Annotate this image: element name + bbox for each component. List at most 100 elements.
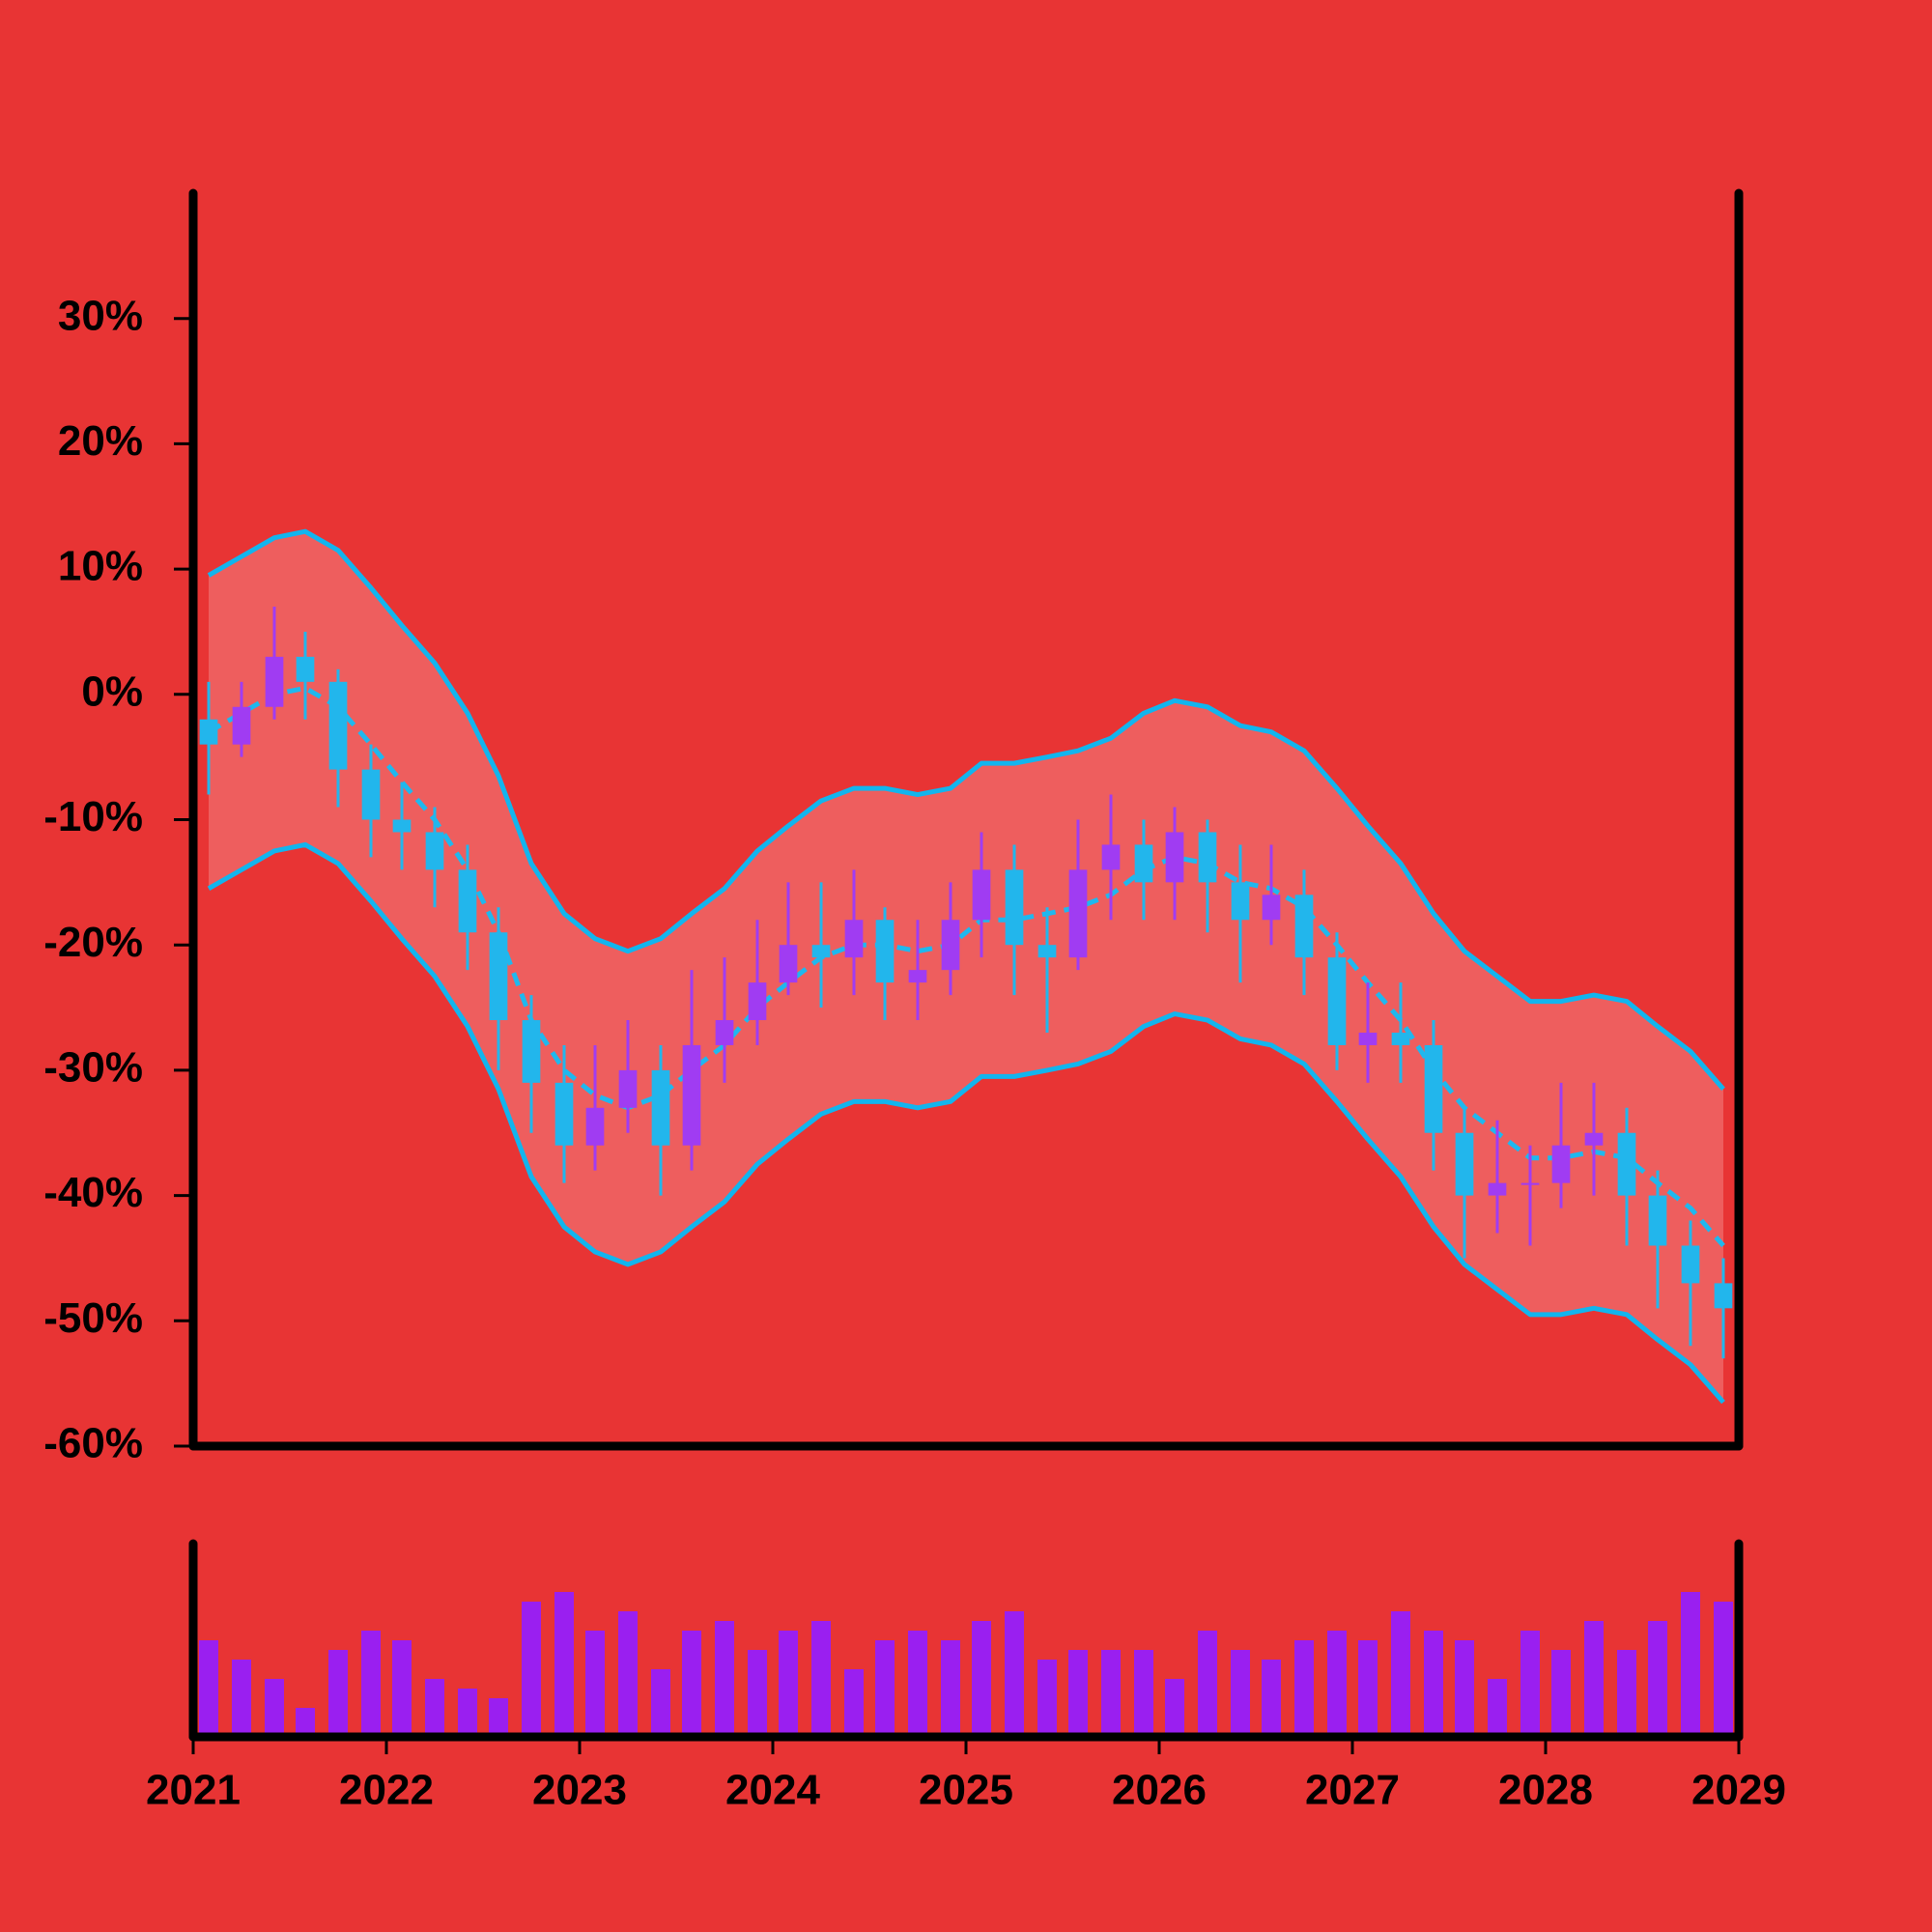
volume-bar: [1262, 1660, 1281, 1737]
x-tick-label: 2026: [1112, 1767, 1207, 1814]
volume-bar: [328, 1650, 348, 1737]
candle-body: [1134, 844, 1153, 883]
volume-bar: [1327, 1631, 1347, 1737]
volume-bar: [1005, 1611, 1024, 1737]
y-tick-label: 30%: [58, 292, 143, 339]
volume-bar: [1648, 1621, 1667, 1737]
candle-body: [972, 869, 991, 921]
x-tick-label: 2021: [146, 1767, 241, 1814]
candle-body: [1584, 1132, 1604, 1146]
candle-body: [392, 819, 412, 833]
volume-bar: [1391, 1611, 1410, 1737]
volume-bar: [361, 1631, 381, 1737]
volume-bar: [296, 1708, 315, 1737]
volume-bar: [844, 1669, 864, 1737]
x-tick-label: 2029: [1691, 1767, 1786, 1814]
candle-body: [908, 970, 927, 983]
volume-bar: [522, 1602, 541, 1737]
volume-bar: [972, 1621, 991, 1737]
candle-body: [458, 869, 477, 933]
y-tick-label: -10%: [43, 793, 143, 840]
volume-bar: [779, 1631, 798, 1737]
candle-body: [489, 932, 508, 1021]
volume-bar: [1068, 1650, 1088, 1737]
candle-body: [554, 1082, 574, 1146]
volume-bar: [1101, 1650, 1121, 1737]
candle-body: [232, 706, 251, 745]
candle-body: [1327, 957, 1347, 1045]
band-upper: [207, 528, 1725, 1091]
candle-body: [618, 1069, 638, 1108]
volume-bar: [265, 1679, 284, 1737]
volume-bar: [458, 1689, 477, 1737]
candle-body: [585, 1107, 605, 1146]
candle-body: [875, 920, 895, 983]
candle-body: [1424, 1044, 1443, 1133]
x-tick-label: 2027: [1305, 1767, 1400, 1814]
volume-bar: [392, 1640, 412, 1737]
candle-body: [1391, 1032, 1410, 1045]
candle-body: [1231, 882, 1250, 921]
candle-body: [1455, 1132, 1474, 1196]
volume-bar: [425, 1679, 444, 1737]
candle-body: [265, 656, 284, 707]
candle-body: [844, 920, 864, 958]
y-tick-label: -40%: [43, 1169, 143, 1216]
volume-bar: [1455, 1640, 1474, 1737]
volume-bar: [1358, 1640, 1378, 1737]
candle-body: [1294, 895, 1314, 958]
volume-bar: [585, 1631, 605, 1737]
x-tick-label: 2025: [919, 1767, 1013, 1814]
candle-body: [811, 945, 831, 958]
volume-bar: [748, 1650, 767, 1737]
candle-body: [328, 681, 348, 770]
candle-body: [425, 832, 444, 870]
candle-body: [1648, 1195, 1667, 1246]
volume-bar: [811, 1621, 831, 1737]
volume-bar: [941, 1640, 960, 1737]
y-tick-label: -20%: [43, 919, 143, 966]
volume-bar: [489, 1698, 508, 1737]
candle-body: [1198, 832, 1217, 883]
candle-body: [1617, 1132, 1636, 1196]
volume-bar: [715, 1621, 734, 1737]
candle-body: [715, 1020, 734, 1045]
y-tick-label: 0%: [81, 668, 143, 715]
volume-bar: [618, 1611, 638, 1737]
y-tick-label: -30%: [43, 1044, 143, 1092]
volume-bar: [1424, 1631, 1443, 1737]
candle-body: [361, 769, 381, 820]
candle-body: [1551, 1145, 1571, 1183]
volume-bar: [1198, 1631, 1217, 1737]
volume-bar: [1681, 1592, 1700, 1737]
candle-body: [941, 920, 960, 971]
candle-body: [651, 1069, 670, 1146]
candle-body: [1520, 1182, 1540, 1185]
y-tick-label: -50%: [43, 1294, 143, 1342]
volume-bar: [1584, 1621, 1604, 1737]
volume-bar: [1551, 1650, 1571, 1737]
y-tick-label: -60%: [43, 1420, 143, 1467]
x-tick-label: 2022: [339, 1767, 434, 1814]
candle-body: [522, 1020, 541, 1083]
band-fill: [209, 531, 1723, 1403]
volume-bar: [651, 1669, 670, 1737]
candle-body: [1101, 844, 1121, 870]
candle-body: [1714, 1283, 1733, 1309]
volume-bar: [232, 1660, 251, 1737]
volume-bar: [1037, 1660, 1057, 1737]
candle-body: [682, 1044, 701, 1146]
volume-bar: [199, 1640, 218, 1737]
candle-body: [1005, 869, 1024, 946]
y-tick-label: 20%: [58, 417, 143, 465]
volume-bar: [1488, 1679, 1507, 1737]
volume-bar: [682, 1631, 701, 1737]
band-middle: [207, 685, 1725, 1248]
y-tick-label: 10%: [58, 543, 143, 590]
volume-bar: [1617, 1650, 1636, 1737]
volume-bar: [908, 1631, 927, 1737]
volume-bar: [1134, 1650, 1153, 1737]
volume-bar: [1165, 1679, 1184, 1737]
x-tick-label: 2024: [725, 1767, 820, 1814]
